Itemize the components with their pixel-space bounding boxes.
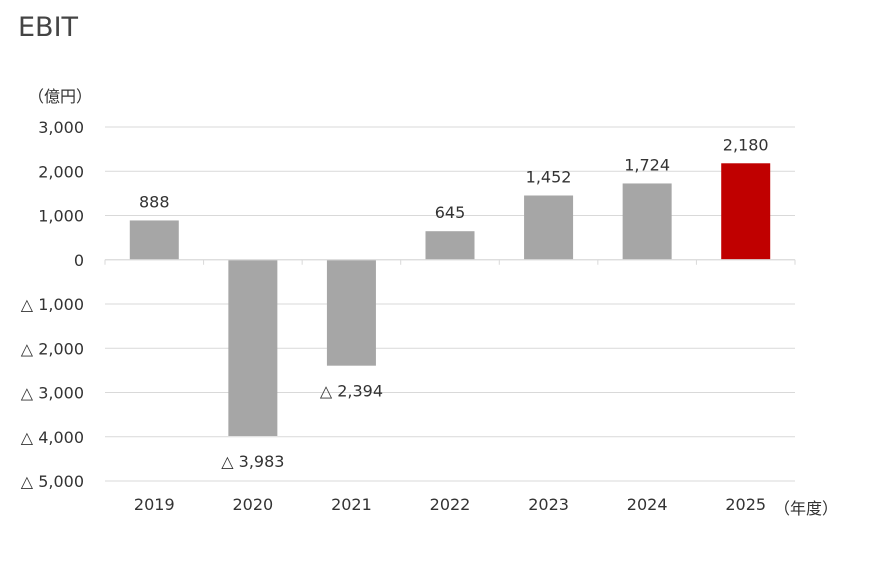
x-axis-unit-label: （年度）	[774, 499, 838, 518]
labels: 3,000 2,000 1,000 0 △ 1,000 △ 2,000 △ 3,000 △ 4…	[21, 118, 769, 514]
bar-2024	[622, 183, 672, 260]
y-tick-label: 0	[74, 251, 84, 270]
axes	[104, 259, 796, 265]
bar-2020	[228, 259, 278, 436]
data-label: △ 2,394	[320, 382, 383, 401]
y-tick-label: △ 2,000	[21, 339, 84, 358]
bars	[129, 163, 771, 436]
data-label: △ 3,983	[221, 452, 284, 471]
y-tick-label: 2,000	[38, 162, 84, 181]
y-tick-label: 1,000	[38, 207, 84, 226]
bar-2023	[524, 195, 574, 260]
data-label: 1,452	[526, 167, 572, 186]
y-tick-label: △ 4,000	[21, 428, 84, 447]
data-label: 645	[435, 203, 466, 222]
gridlines	[105, 126, 795, 482]
chart-title: EBIT	[18, 12, 79, 43]
y-axis-unit-label: （億円）	[28, 87, 92, 106]
bar-2021	[326, 259, 376, 366]
bar-2025	[721, 163, 771, 260]
bar-2019	[129, 220, 179, 260]
y-tick-label: 3,000	[38, 118, 84, 137]
y-tick-label: △ 1,000	[21, 295, 84, 314]
y-tick-label: △ 3,000	[21, 384, 84, 403]
y-tick-label: △ 5,000	[21, 472, 84, 491]
data-label: 1,724	[624, 155, 670, 174]
x-tick-label: 2021	[331, 495, 372, 514]
x-tick-label: 2023	[528, 495, 569, 514]
x-tick-label: 2024	[627, 495, 668, 514]
data-label: 888	[139, 192, 170, 211]
x-tick-label: 2022	[430, 495, 471, 514]
bar-2022	[425, 231, 475, 260]
x-tick-label: 2020	[232, 495, 273, 514]
x-tick-label: 2019	[134, 495, 175, 514]
data-label: 2,180	[723, 135, 769, 154]
x-tick-label: 2025	[725, 495, 766, 514]
